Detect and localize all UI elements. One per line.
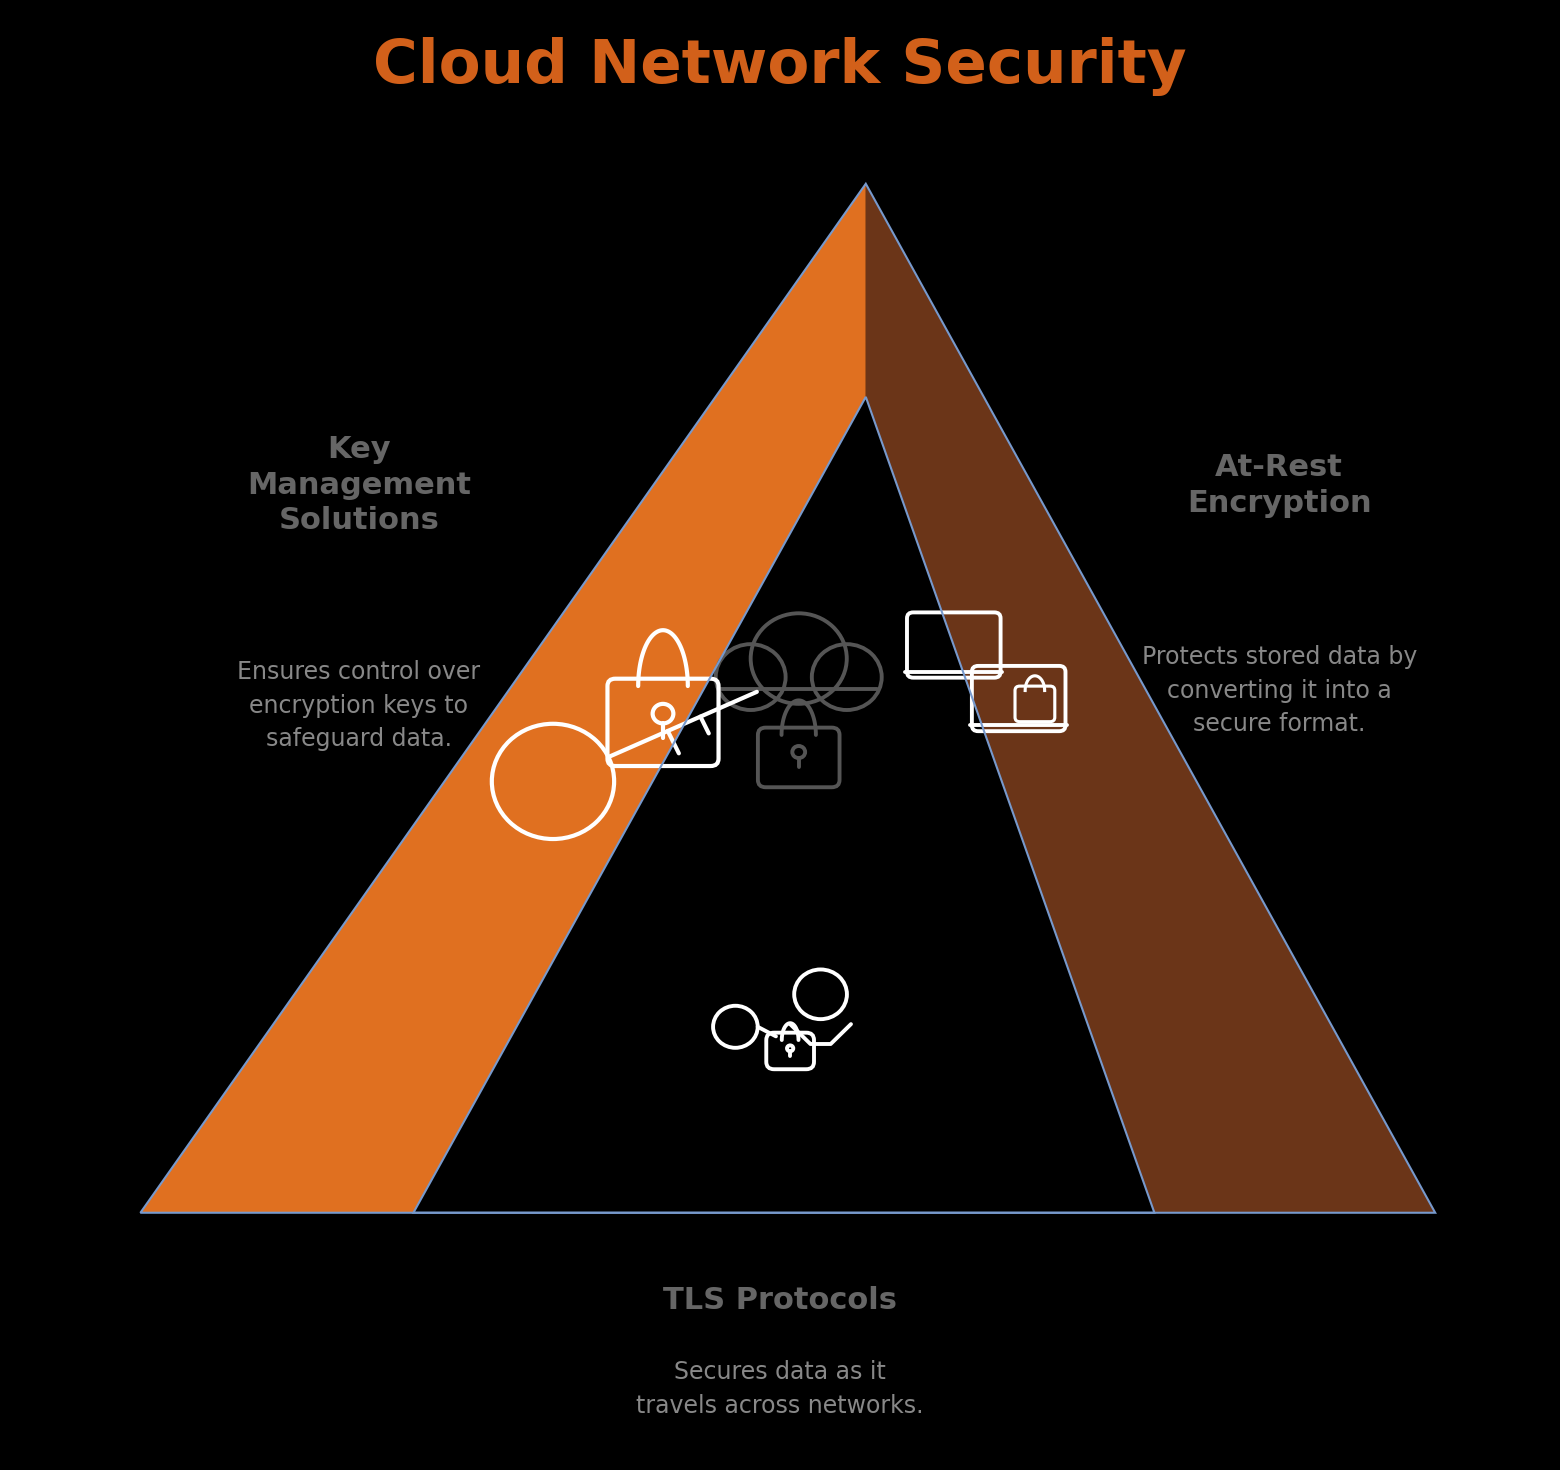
Polygon shape bbox=[413, 397, 1154, 1213]
Text: Ensures control over
encryption keys to
safeguard data.: Ensures control over encryption keys to … bbox=[237, 660, 480, 751]
Polygon shape bbox=[866, 184, 1435, 1213]
Text: Secures data as it
travels across networks.: Secures data as it travels across networ… bbox=[636, 1360, 924, 1419]
Text: Protects stored data by
converting it into a
secure format.: Protects stored data by converting it in… bbox=[1142, 645, 1416, 736]
Text: Key
Management
Solutions: Key Management Solutions bbox=[246, 435, 471, 535]
Polygon shape bbox=[140, 184, 866, 1213]
Text: TLS Protocols: TLS Protocols bbox=[663, 1286, 897, 1316]
Text: At-Rest
Encryption: At-Rest Encryption bbox=[1187, 453, 1371, 517]
Text: Cloud Network Security: Cloud Network Security bbox=[373, 37, 1187, 96]
